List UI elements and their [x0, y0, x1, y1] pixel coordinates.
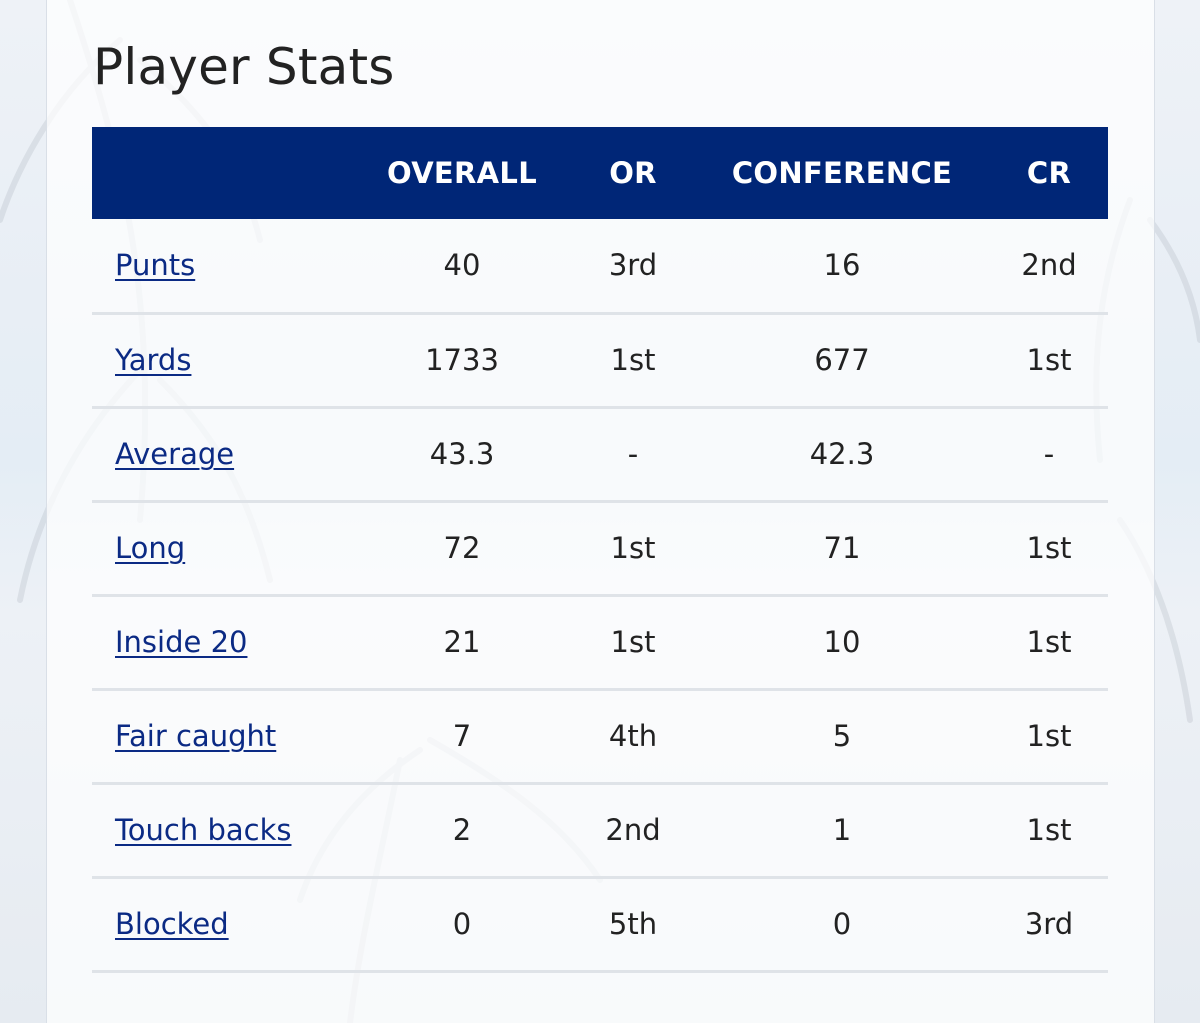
header-stat	[92, 127, 352, 219]
overall-value: 40	[443, 248, 481, 283]
header-cr: CR	[1026, 156, 1072, 190]
page-title: Player Stats	[93, 38, 395, 96]
cr-value: 1st	[1026, 813, 1072, 847]
or-value: 4th	[608, 719, 658, 753]
content-panel	[46, 0, 1155, 1023]
table-row: Long 72 1st 71 1st	[92, 501, 1108, 595]
stat-link-punts[interactable]: Punts	[115, 248, 196, 283]
table-row: Fair caught 7 4th 5 1st	[92, 689, 1108, 783]
stat-label-cell: Touch backs	[92, 783, 352, 877]
or-value: 1st	[610, 531, 656, 565]
or-value: -	[627, 437, 639, 471]
cr-value: 1st	[1026, 719, 1072, 753]
conference-value: 71	[823, 531, 861, 565]
header-or: OR	[609, 156, 657, 190]
or-value: 1st	[610, 625, 656, 659]
or-value: 2nd	[605, 813, 661, 847]
stat-link-inside-20[interactable]: Inside 20	[115, 625, 248, 659]
or-value: 5th	[608, 907, 658, 941]
stat-label-cell: Punts	[92, 219, 352, 313]
table-row: Blocked 0 5th 0 3rd	[92, 877, 1108, 971]
table-header-row: OVERALL OR CONFERENCE CR	[92, 127, 1108, 219]
header-overall: OVERALL	[387, 156, 537, 190]
overall-value: 43.3	[429, 437, 495, 471]
stat-link-long[interactable]: Long	[115, 531, 186, 565]
cr-value: 1st	[1026, 531, 1072, 565]
table-row: Punts 40 3rd 16 2nd	[92, 219, 1108, 313]
stat-link-average[interactable]: Average	[115, 437, 235, 471]
conference-value: 1	[832, 813, 852, 847]
table-row: Touch backs 2 2nd 1 1st	[92, 783, 1108, 877]
conference-value: 16	[823, 248, 861, 283]
table-row: Inside 20 21 1st 10 1st	[92, 595, 1108, 689]
stat-label-cell: Long	[92, 501, 352, 595]
conference-value: 42.3	[809, 437, 875, 471]
table-row: Yards 1733 1st 677 1st	[92, 313, 1108, 407]
stat-label-cell: Inside 20	[92, 595, 352, 689]
stat-link-touch-backs[interactable]: Touch backs	[115, 813, 292, 847]
stat-link-fair-caught[interactable]: Fair caught	[115, 719, 277, 753]
conference-value: 10	[823, 625, 861, 659]
conference-value: 677	[814, 343, 870, 377]
overall-value: 2	[452, 813, 472, 847]
player-stats-table: OVERALL OR CONFERENCE CR Punts 40 3rd 16…	[92, 127, 1108, 973]
cr-value: 2nd	[1021, 248, 1077, 283]
stat-label-cell: Fair caught	[92, 689, 352, 783]
cr-value: 1st	[1026, 343, 1072, 377]
conference-value: 5	[832, 719, 852, 753]
conference-value: 0	[832, 907, 852, 941]
overall-value: 0	[452, 907, 472, 941]
overall-value: 21	[443, 625, 481, 659]
overall-value: 1733	[425, 343, 499, 377]
or-value: 3rd	[608, 248, 658, 283]
stat-label-cell: Average	[92, 407, 352, 501]
or-value: 1st	[610, 343, 656, 377]
cr-value: 3rd	[1024, 907, 1074, 941]
overall-value: 7	[452, 719, 472, 753]
stat-link-yards[interactable]: Yards	[115, 343, 192, 377]
header-conference: CONFERENCE	[731, 156, 953, 190]
overall-value: 72	[443, 531, 481, 565]
stat-label-cell: Yards	[92, 313, 352, 407]
cr-value: 1st	[1026, 625, 1072, 659]
table-row: Average 43.3 - 42.3 -	[92, 407, 1108, 501]
cr-value: -	[1043, 437, 1055, 471]
stat-label-cell: Blocked	[92, 877, 352, 971]
stat-link-blocked[interactable]: Blocked	[115, 907, 229, 941]
